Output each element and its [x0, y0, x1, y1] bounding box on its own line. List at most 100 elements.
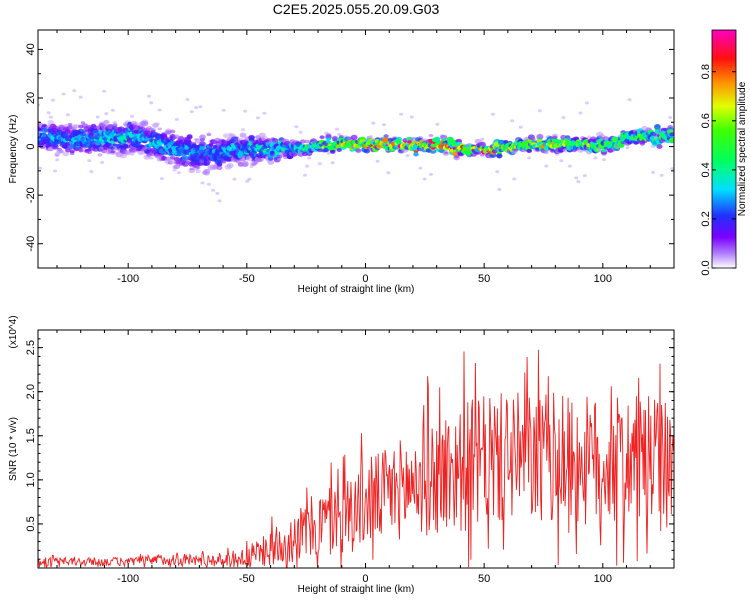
spectrogram-cell	[330, 161, 335, 165]
spectrogram-cell	[195, 169, 201, 174]
spectrogram-x-tick-label: -50	[239, 273, 255, 285]
spectrogram-cell	[177, 171, 181, 175]
spectrogram-cell	[169, 129, 176, 134]
spectrogram-cell	[211, 188, 216, 192]
snr-x-tick-label: -100	[117, 573, 139, 585]
colorbar-tick-label: 0.6	[700, 113, 712, 128]
spectrogram-cell	[186, 134, 193, 139]
spectrogram-cell	[418, 166, 423, 170]
spectrogram-cell	[430, 146, 436, 150]
snr-x-tick-label: 50	[478, 573, 490, 585]
spectrogram-cell	[104, 112, 109, 116]
spectrogram-cell	[629, 140, 635, 144]
spectrogram-cell	[221, 139, 227, 144]
spectrogram-cell	[567, 164, 572, 168]
spectrogram-cell	[55, 154, 60, 157]
spectrogram-cell	[582, 174, 587, 178]
spectrogram-cell	[399, 112, 404, 116]
spectrogram-cell	[337, 132, 342, 136]
spectrogram-cell	[428, 134, 434, 137]
spectrogram-cell	[48, 115, 53, 119]
spectrogram-cell	[200, 181, 205, 185]
spectrogram-cells	[38, 89, 674, 203]
snr-x-axis: -100 -50 0 50 100	[56, 330, 675, 585]
spectrogram-cell	[78, 147, 84, 152]
snr-frame	[37, 329, 675, 569]
spectrogram-cell	[336, 148, 343, 152]
snr-y-tick-label: 2.0	[25, 384, 37, 399]
spectrogram-x-tick-label: -100	[117, 273, 139, 285]
spectrogram-cell	[38, 166, 43, 170]
colorbar-label: Normalized spectral amplitude	[737, 81, 748, 216]
snr-x-label: Height of straight line (km)	[298, 584, 415, 595]
spectrogram-cell	[165, 130, 172, 135]
spectrogram-cell	[41, 124, 48, 130]
spectrogram-cell	[531, 140, 536, 143]
spectrogram-cell	[552, 135, 558, 140]
figure-title: C2E5.2025.055.20.09.G03	[273, 1, 440, 17]
spectrogram-cell	[456, 142, 462, 146]
spectrogram-cell	[89, 170, 94, 174]
spectrogram-cell	[78, 95, 83, 99]
spectrogram-cell	[285, 141, 291, 145]
spectrogram-cell	[651, 170, 656, 174]
spectrogram-cell	[107, 123, 114, 129]
spectrogram-cell	[155, 122, 160, 126]
spectrogram-cell	[55, 158, 60, 162]
spectrogram-cell	[593, 156, 598, 160]
spectrogram-x-tick-label: 100	[594, 273, 612, 285]
spectrogram-cell	[559, 159, 564, 163]
spectrogram-cell	[537, 109, 542, 113]
spectrogram-cell	[495, 170, 500, 174]
spectrogram-cell	[110, 108, 115, 112]
spectrogram-cell	[350, 134, 358, 141]
snr-x-tick-label: 100	[594, 573, 612, 585]
spectrogram-cell	[87, 159, 92, 163]
spectrogram-cell	[435, 122, 440, 126]
spectrogram-cell	[194, 106, 199, 109]
spectrogram-cell	[234, 136, 239, 140]
spectrogram-cell	[52, 128, 58, 133]
spectrogram-cell	[429, 172, 433, 176]
spectrogram-cell	[102, 89, 107, 93]
spectrogram-cell	[125, 151, 131, 156]
spectrogram-panel: -100 -50 0 50 100 -40 -20 0 20 40 Height of stra…	[8, 29, 748, 295]
spectrogram-cell	[576, 180, 581, 184]
colorbar-tick-label: 0.0	[700, 260, 712, 275]
spectrogram-cell	[110, 150, 116, 154]
spectrogram-cell	[189, 110, 194, 114]
spectrogram-cell	[366, 146, 372, 150]
spectrogram-cell	[670, 167, 674, 171]
spectrogram-cell	[307, 156, 312, 160]
spectrogram-cell	[413, 152, 419, 157]
spectrogram-cell	[396, 138, 402, 143]
spectrogram-cell	[383, 134, 389, 138]
spectrogram-cell	[80, 121, 86, 125]
spectrogram-cell	[654, 124, 661, 130]
spectrogram-cell	[112, 121, 118, 125]
spectrogram-cell	[215, 191, 220, 195]
spectrogram-cell	[587, 135, 591, 139]
spectrogram-y-tick-label: -20	[25, 187, 37, 203]
snr-y-axis: 0.5 1.0 1.5 2.0 2.5	[25, 338, 674, 560]
spectrogram-cell	[147, 94, 152, 98]
spectrogram-cell	[256, 116, 260, 120]
spectrogram-cell	[669, 132, 674, 137]
spectrogram-cell	[199, 134, 206, 140]
spectrogram-cell	[69, 149, 75, 154]
spectrogram-cell	[319, 135, 325, 139]
spectrogram-cell	[369, 135, 374, 139]
spectrogram-cell	[247, 177, 252, 181]
spectrogram-cell	[490, 112, 495, 116]
spectrogram-cell	[496, 153, 503, 159]
spectrogram-cell	[67, 123, 73, 126]
spectrogram-cell	[65, 113, 70, 117]
spectrogram-cell	[294, 125, 299, 129]
spectrogram-cell	[62, 151, 70, 157]
spectrogram-cell	[72, 89, 77, 93]
spectrogram-cell	[422, 177, 427, 181]
spectrogram-cell	[440, 134, 448, 141]
spectrogram-cell	[133, 122, 139, 126]
colorbar-ticks: 0.0 0.2 0.4 0.6 0.8	[700, 64, 736, 276]
spectrogram-cell	[317, 162, 322, 166]
